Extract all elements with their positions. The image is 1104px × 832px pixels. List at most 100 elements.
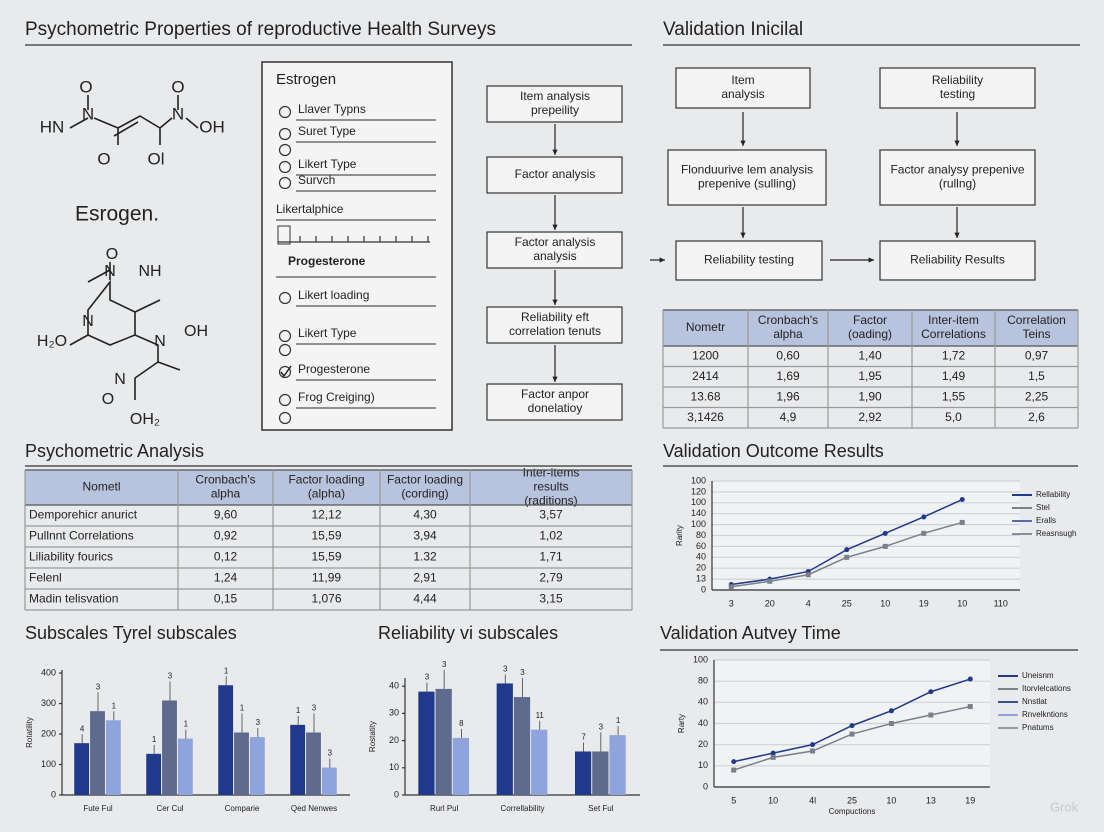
table-cell: 12,12 [311,508,341,522]
bar [290,724,306,795]
y-tick-label: 100 [691,475,706,485]
table-cell: 2,79 [539,571,563,585]
legend-label: Rellability [1036,490,1070,499]
bar-note: 1 [112,701,117,710]
x-tick-label: 13 [926,795,936,805]
point [805,572,811,578]
atom-label: NH [138,263,161,280]
table-cell: 1200 [692,348,719,362]
arrow-head [868,257,874,263]
radio [278,176,292,190]
y-tick-label: 100 [693,654,708,664]
bar-note: 1 [616,716,621,725]
radio [278,343,292,357]
x-tick-label: 25 [847,795,857,805]
table-cell: 0,60 [776,348,800,362]
arrow-head [659,257,665,263]
y-tick-label: 0 [703,781,708,791]
atom-label: OH [184,323,208,340]
page-title: Psychometric Properties of reproductive … [25,19,496,40]
table-cell: 0,12 [214,550,238,564]
table-cell: 1,96 [776,389,800,403]
atom-label: N [104,263,116,280]
flow-box [879,149,1036,206]
table-cell: Liliability fourics [29,550,113,564]
y-tick-label: 40 [698,697,708,707]
form-item: Likert loading [298,288,369,302]
flow-label: Item analysis prepeility [520,89,590,117]
table-cell: 1,69 [776,369,800,383]
y-tick-label: 0 [51,789,56,799]
table-cell: 1,90 [858,389,882,403]
table-cell: 0,15 [214,592,238,606]
point [731,759,737,765]
table-cell: 2,92 [858,410,882,424]
x-tick-label: Rurl Pul [430,804,459,813]
arrow-head [740,232,746,238]
bar-note: 11 [536,711,545,720]
y-tick-label: 80 [698,676,708,686]
flow-box [486,231,623,269]
bar-note: 3 [599,723,604,732]
bar [321,767,337,795]
atom-label: O [106,246,118,263]
flow-label: Factor anpor donelatioy [521,387,589,415]
bar-note: 3 [425,673,430,682]
y-tick-label: 10 [698,760,708,770]
chart-title: Validation Autvey Time [660,623,841,643]
point [882,543,888,549]
y-tick-label: 40 [389,681,399,691]
atom-label: O [102,391,114,408]
bar [435,688,452,795]
y-tick-label: 120 [691,486,706,496]
bar-note: 4 [80,724,85,733]
flow-box [675,67,811,109]
y-axis-label: Rarty [677,714,686,733]
y-tick-label: 400 [41,667,56,677]
table-cell: 2414 [692,369,719,383]
flow-box [486,156,623,194]
table-cell: 3,15 [539,592,563,606]
bar-note: 3 [442,660,447,669]
x-tick-label: 10 [957,598,967,608]
point [844,547,850,553]
form-item: Llaver Typns [298,102,366,116]
x-tick-label: 25 [842,598,852,608]
bar-note: 3 [96,682,101,691]
table-cell: 13.68 [690,389,720,403]
table-header-bg [25,470,632,505]
point [844,554,850,560]
bar-note: 3 [312,704,317,713]
point [928,712,934,718]
legend-label: Uneisnm [1022,671,1054,680]
point [770,754,776,760]
arrow-head [552,376,558,382]
table-header: Inter-items results (raditions) [523,466,580,508]
form-item: Frog Creiging) [298,390,375,404]
flow-label: Reliability eft correlation tenuts [509,310,601,338]
bar [105,720,121,795]
flow-label: Factor analysis [515,167,596,181]
legend-label: Pnatums [1022,723,1054,732]
point [888,721,894,726]
table-header: Nometr [686,320,725,334]
radio [278,127,292,141]
table-cell: 1,24 [214,571,238,585]
bar [574,751,592,795]
watermark: Grok [1050,799,1079,814]
form-box [261,61,453,431]
table-cell: 1,71 [539,550,563,564]
table-cell: 15,59 [311,550,341,564]
atom-label: N [82,313,94,330]
form-item: Likert Type [298,326,357,340]
x-tick-label: 5 [731,795,736,805]
atom-label: O [171,77,184,96]
legend-label: Rnvelkntions [1022,710,1068,719]
flow-box [667,149,827,206]
flow-label: Reliability testing [932,73,983,101]
flow-box [486,85,623,123]
bar [452,737,470,795]
flow-label: Item analysis [721,73,764,101]
y-tick-label: 40 [698,718,708,728]
